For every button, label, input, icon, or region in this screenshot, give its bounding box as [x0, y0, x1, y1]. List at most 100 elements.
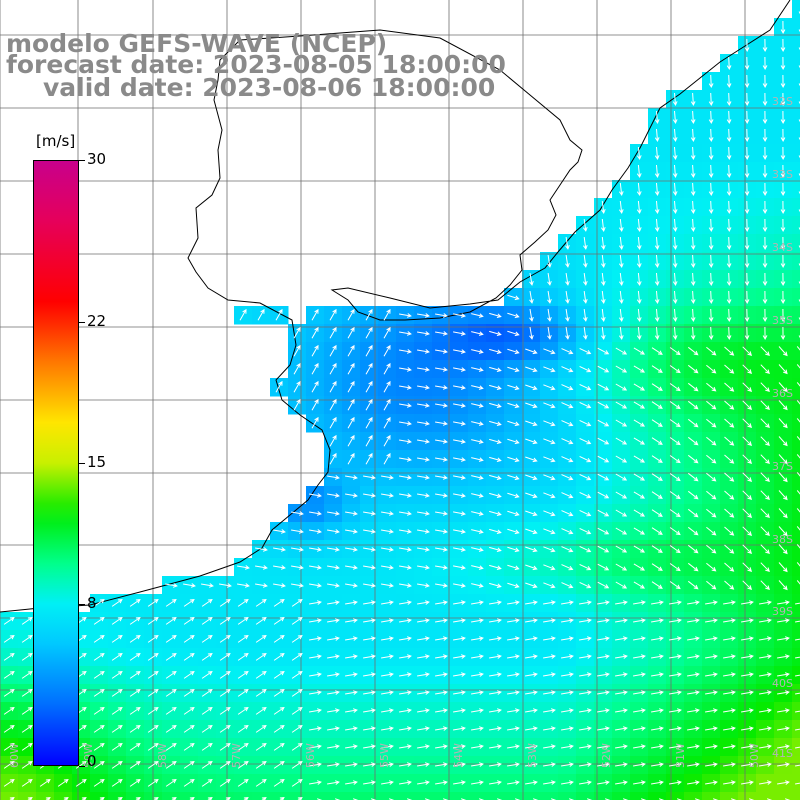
wind-arrow — [309, 565, 322, 570]
wind-arrow — [583, 273, 588, 286]
wind-arrow — [726, 164, 732, 179]
wind-arrow — [453, 385, 466, 390]
wind-arrow — [636, 164, 642, 179]
wind-arrow — [381, 565, 394, 570]
wind-speed-cell — [342, 792, 361, 800]
wind-arrow — [471, 457, 484, 462]
wind-arrow — [669, 762, 682, 767]
wind-speed-cell — [468, 792, 487, 800]
wind-arrow — [760, 454, 770, 465]
wind-arrow — [561, 780, 574, 785]
colorbar-tick-label: 22 — [87, 311, 107, 330]
wind-arrow — [363, 583, 376, 588]
wind-arrow — [219, 725, 231, 733]
wind-arrow — [706, 346, 717, 356]
wind-arrow — [529, 309, 534, 322]
wind-arrow — [669, 563, 681, 572]
wind-arrow — [201, 779, 213, 787]
wind-arrow — [381, 529, 394, 534]
wind-arrow — [219, 583, 232, 588]
wind-arrow — [672, 200, 678, 215]
wind-arrow — [3, 743, 15, 751]
wind-arrow — [309, 726, 322, 731]
wind-arrow — [780, 272, 786, 287]
wind-arrow — [795, 710, 800, 713]
wind-arrow — [742, 526, 753, 536]
wind-speed-cell — [792, 558, 800, 577]
wind-arrow — [760, 490, 770, 501]
wind-arrow — [543, 492, 556, 499]
wind-arrow — [201, 689, 213, 697]
wind-arrow — [525, 492, 538, 499]
wind-arrow — [636, 182, 642, 197]
wind-arrow — [651, 762, 664, 767]
wind-arrow — [417, 367, 430, 372]
wind-arrow — [309, 493, 322, 498]
wind-arrow — [219, 689, 231, 697]
wind-speed-cell — [432, 792, 451, 800]
wind-arrow — [780, 290, 786, 305]
wind-arrow — [507, 330, 520, 337]
wind-arrow — [165, 599, 177, 607]
wind-speed-cell — [324, 792, 343, 800]
wind-arrow — [597, 600, 610, 605]
wind-arrow — [759, 672, 772, 677]
wind-arrow — [489, 582, 502, 588]
wind-speed-cell — [792, 630, 800, 649]
wind-arrow — [618, 326, 624, 341]
wind-arrow — [766, 798, 772, 800]
wind-arrow — [309, 583, 322, 588]
model-title: modelo GEFS-WAVE (NCEP) — [6, 29, 388, 58]
wind-arrow — [778, 580, 788, 591]
wind-arrow — [568, 798, 574, 800]
wind-arrow — [583, 237, 588, 250]
wind-arrow — [165, 707, 177, 715]
wind-arrow — [471, 349, 484, 354]
wind-arrow — [669, 527, 681, 536]
wind-arrow — [219, 779, 231, 787]
colorbar-tick-mark — [79, 766, 85, 767]
wind-arrow — [111, 707, 123, 715]
wind-arrow — [706, 382, 717, 392]
wind-arrow — [597, 347, 610, 355]
latitude-label: 40S — [772, 677, 793, 690]
wind-arrow — [708, 164, 714, 179]
wind-arrow — [687, 672, 700, 677]
wind-arrow — [669, 780, 682, 785]
wind-arrow — [201, 599, 213, 607]
wind-arrow — [705, 762, 718, 767]
wind-arrow — [489, 366, 502, 372]
wind-arrow — [129, 779, 141, 787]
wind-arrow — [3, 635, 15, 643]
wind-arrow — [780, 92, 786, 107]
wind-arrow — [687, 400, 699, 410]
wind-arrow — [399, 385, 412, 390]
wind-arrow — [399, 511, 412, 516]
wind-arrow — [3, 725, 15, 733]
wind-arrow — [708, 128, 714, 143]
wind-arrow — [687, 708, 700, 713]
wind-arrow — [507, 672, 520, 677]
wind-arrow — [219, 635, 231, 643]
wind-arrow — [654, 182, 660, 197]
wind-arrow — [651, 690, 664, 695]
wind-speed-cell — [792, 360, 800, 379]
wind-arrow — [507, 564, 520, 571]
wind-arrow — [183, 653, 195, 661]
wind-arrow — [615, 762, 628, 767]
wind-arrow — [507, 492, 520, 499]
wind-arrow — [329, 380, 337, 393]
wind-arrow — [706, 490, 717, 500]
wind-arrow — [399, 331, 412, 336]
wind-arrow — [633, 491, 646, 499]
wind-arrow — [453, 367, 466, 372]
wind-arrow — [586, 798, 592, 800]
wind-arrow — [255, 725, 267, 733]
wind-arrow — [741, 690, 754, 695]
wind-arrow — [489, 438, 502, 444]
wind-arrow — [597, 636, 610, 641]
wind-arrow — [543, 564, 556, 571]
wind-arrow — [453, 600, 466, 605]
wind-arrow — [334, 798, 340, 800]
wind-arrow — [273, 653, 285, 661]
